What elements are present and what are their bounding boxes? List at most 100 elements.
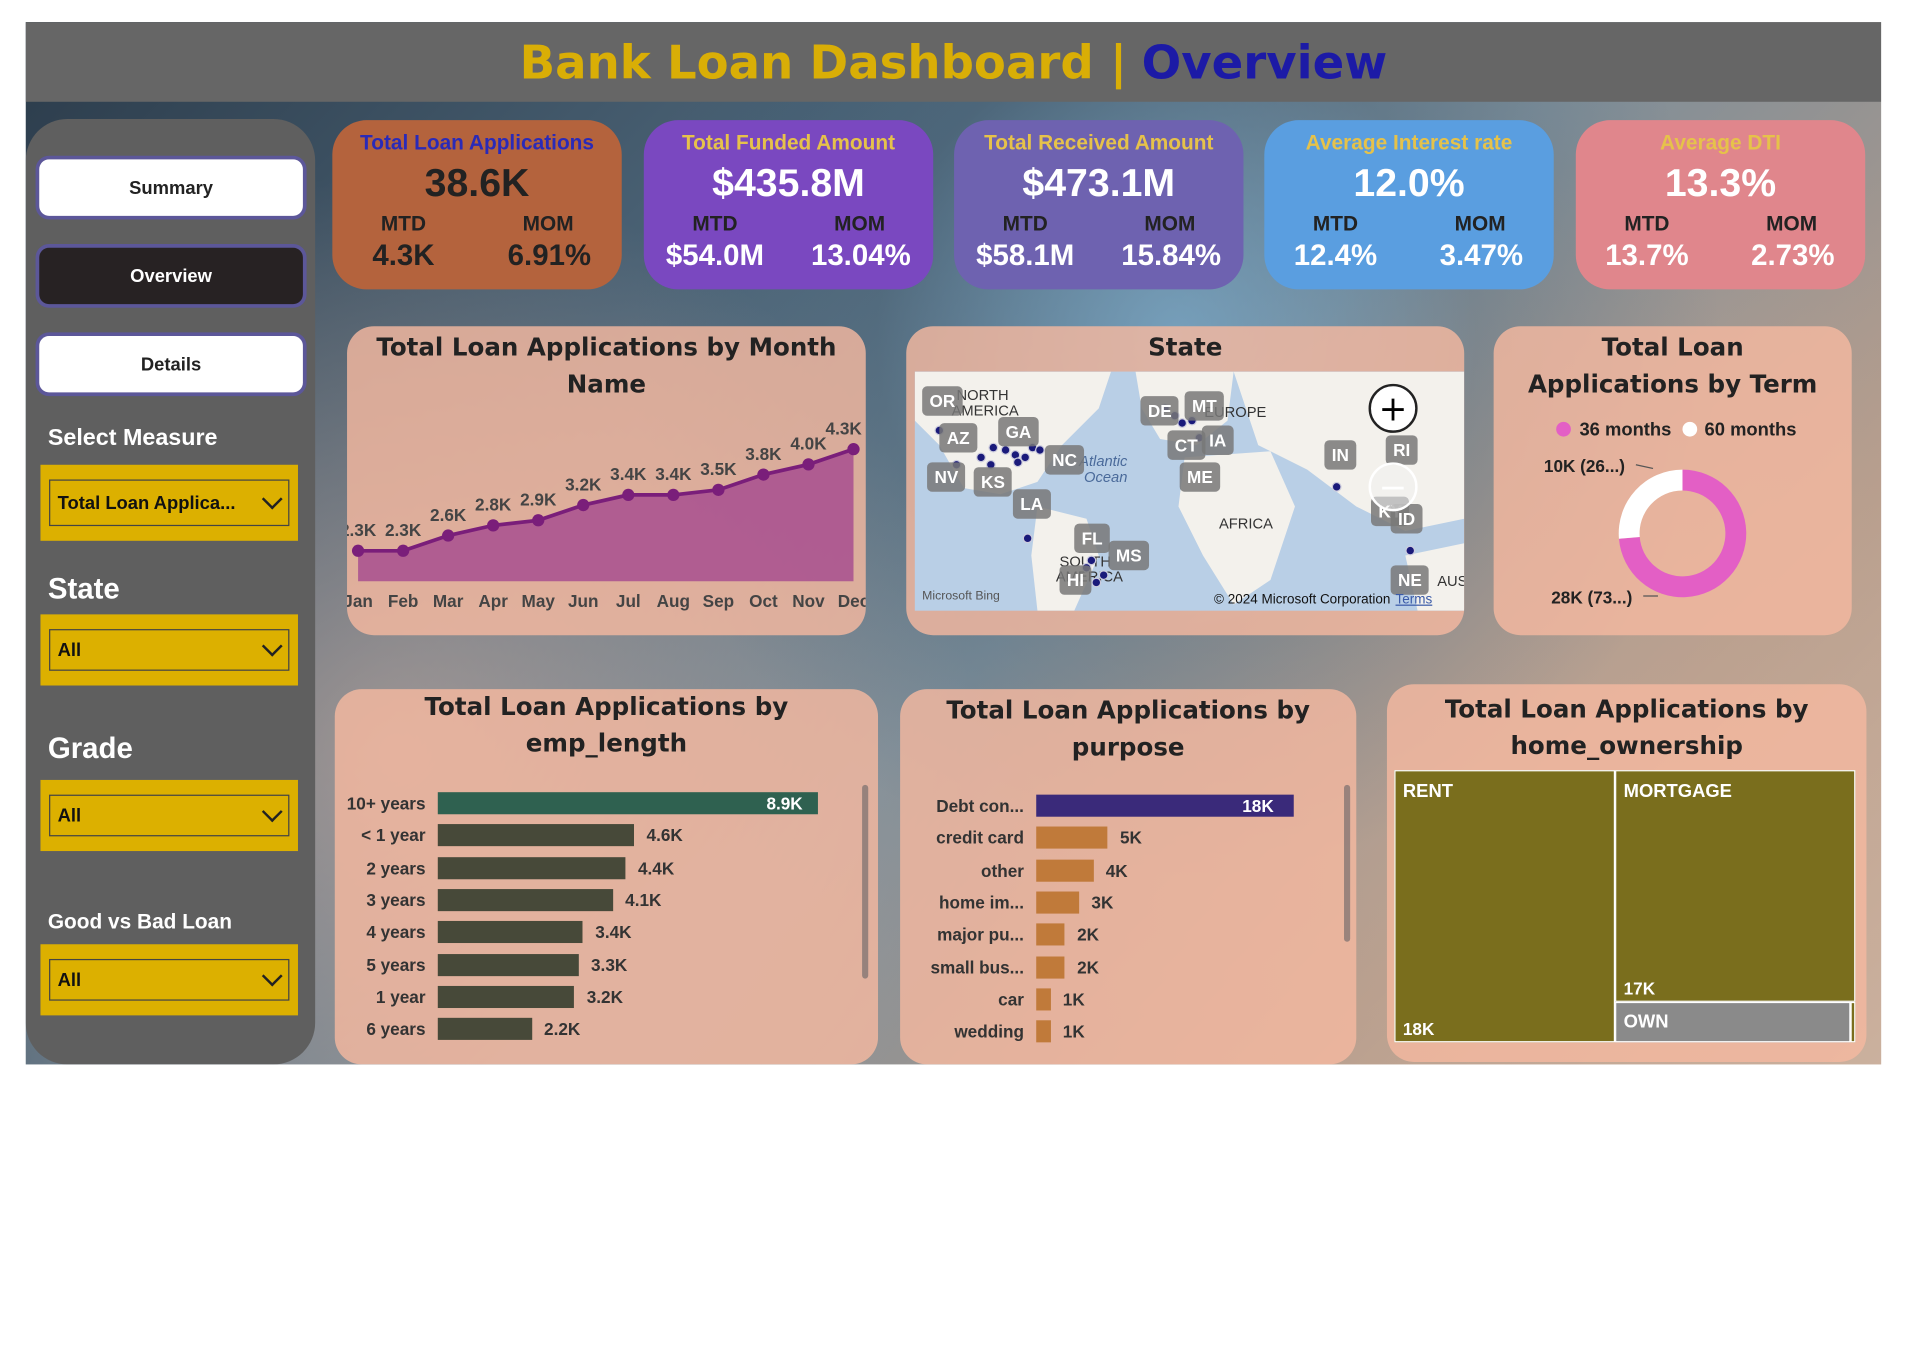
map-state-label[interactable]: OR <box>922 386 963 416</box>
map-state-marker[interactable] <box>1022 533 1033 544</box>
purpose-bar[interactable] <box>1036 891 1080 914</box>
month-point[interactable] <box>351 544 365 557</box>
month-point[interactable] <box>757 468 770 481</box>
state-dropdown[interactable]: All <box>40 614 298 686</box>
purpose-bar[interactable] <box>1036 923 1065 946</box>
emp-length-bar[interactable] <box>437 888 613 912</box>
map-state-marker[interactable] <box>976 452 986 463</box>
emp-length-bar[interactable] <box>437 985 575 1008</box>
kpi-title: Total Received Amount <box>984 131 1214 155</box>
kpi-mtd-value: 12.4% <box>1293 239 1378 273</box>
month-point[interactable] <box>396 544 410 557</box>
legend-label: 36 months <box>1579 418 1671 439</box>
month-point[interactable] <box>577 498 590 512</box>
month-point[interactable] <box>847 443 860 456</box>
month-tick-label: Sep <box>703 591 734 611</box>
treemap-cell-rent[interactable]: RENT 18K <box>1394 770 1616 1043</box>
map-state-marker[interactable] <box>1331 481 1342 492</box>
map-state-label[interactable]: NE <box>1390 565 1430 595</box>
treemap-cell-own[interactable]: OWN <box>1615 1001 1851 1043</box>
good-bad-value: All <box>57 969 82 991</box>
term-slice[interactable] <box>1618 469 1683 539</box>
map-state-marker[interactable] <box>1091 577 1102 588</box>
nav-overview-button[interactable]: Overview <box>39 247 303 305</box>
map-state-label[interactable]: AZ <box>939 423 977 453</box>
treemap-cell-mortgage[interactable]: MORTGAGE 17K <box>1615 770 1856 1002</box>
scrollbar[interactable] <box>862 784 869 979</box>
legend-label: 60 months <box>1705 418 1797 439</box>
emp-length-bar-value: 3.2K <box>586 986 623 1007</box>
map-state-label[interactable]: IN <box>1324 440 1357 470</box>
map-state-marker[interactable] <box>1012 457 1023 468</box>
emp-length-bar[interactable] <box>437 953 579 976</box>
map-state-label[interactable]: HI <box>1059 565 1092 595</box>
grade-dropdown[interactable]: All <box>40 779 298 852</box>
emp-length-chart-panel: Total Loan Applications by emp_length 10… <box>334 689 879 1065</box>
good-bad-dropdown[interactable]: All <box>40 944 298 1016</box>
month-tick-label: Jul <box>616 591 641 611</box>
emp-length-bar[interactable] <box>437 856 626 879</box>
map-state-label[interactable]: MS <box>1108 540 1150 571</box>
term-chart-panel: Total Loan Applications by Term 36 month… <box>1493 326 1852 636</box>
emp-length-bar[interactable] <box>437 1017 532 1041</box>
month-tick-label: Nov <box>792 591 825 611</box>
map-state-marker[interactable] <box>988 442 999 453</box>
map-state-label[interactable]: NC <box>1044 445 1085 475</box>
nav-summary-button[interactable]: Summary <box>39 159 303 216</box>
month-point[interactable] <box>802 458 815 471</box>
term-data-label: 10K (26...) <box>1544 456 1625 476</box>
purpose-bar[interactable] <box>1036 794 1294 817</box>
treemap-cell-other[interactable] <box>1850 1001 1856 1043</box>
month-point[interactable] <box>487 519 500 532</box>
map-state-marker[interactable] <box>1086 555 1097 566</box>
term-slice[interactable] <box>1618 469 1747 598</box>
purpose-bar[interactable] <box>1036 859 1094 882</box>
month-point[interactable] <box>622 488 635 502</box>
purpose-bar-value: 5K <box>1120 828 1142 848</box>
map-state-label[interactable]: DE <box>1140 396 1180 426</box>
map-state-label[interactable]: GA <box>998 416 1039 447</box>
map-terms-link[interactable]: Terms <box>1395 592 1433 608</box>
month-data-label: 4.0K <box>790 434 827 454</box>
purpose-bar[interactable] <box>1036 988 1051 1011</box>
map-state-marker[interactable] <box>1020 452 1031 463</box>
purpose-bar[interactable] <box>1036 1020 1051 1043</box>
emp-length-bar[interactable] <box>437 792 818 815</box>
emp-length-bar[interactable] <box>437 824 635 847</box>
map-state-label[interactable]: NV <box>927 462 966 492</box>
scrollbar[interactable] <box>1344 784 1351 942</box>
purpose-bar[interactable] <box>1036 826 1108 849</box>
map-state-label[interactable]: RI <box>1385 435 1418 465</box>
purpose-bar-value: 2K <box>1077 957 1100 977</box>
map-state-label[interactable]: ME <box>1179 462 1221 492</box>
nav-details-button[interactable]: Details <box>39 336 303 393</box>
purpose-bar[interactable] <box>1036 955 1065 978</box>
month-point[interactable] <box>442 529 455 542</box>
purpose-bar-value: 4K <box>1105 860 1128 880</box>
emp-length-bar[interactable] <box>437 921 584 944</box>
map-state-label[interactable]: KS <box>973 467 1013 497</box>
kpi-mtd-value: $58.1M <box>976 239 1075 273</box>
chevron-down-icon <box>261 965 283 987</box>
map-state-marker[interactable] <box>1034 445 1045 455</box>
map-state-label[interactable]: FL <box>1074 523 1110 554</box>
emp-length-bar-category: 4 years <box>366 922 426 943</box>
zoom-out-icon[interactable]: − <box>1368 462 1418 512</box>
map-state-marker[interactable] <box>1405 545 1416 556</box>
purpose-chart-panel: Total Loan Applications by purpose Debt … <box>900 689 1357 1065</box>
measure-dropdown[interactable]: Total Loan Applica... <box>40 464 298 541</box>
chevron-down-icon <box>261 488 283 510</box>
state-map[interactable]: NORTH AMERICA Atlantic Ocean EUROPE AFRI… <box>914 371 1465 611</box>
map-state-label[interactable]: MT <box>1184 391 1225 421</box>
state-map-title: State <box>1148 332 1223 362</box>
map-state-label[interactable]: LA <box>1012 489 1051 519</box>
month-point[interactable] <box>712 483 725 496</box>
map-state-marker[interactable] <box>1177 418 1188 428</box>
map-state-label[interactable]: IA <box>1201 425 1234 455</box>
zoom-in-icon[interactable]: + <box>1368 383 1418 433</box>
map-state-label[interactable]: CT <box>1167 430 1206 460</box>
map-state-marker[interactable] <box>1000 445 1011 455</box>
map-state-marker[interactable] <box>1098 570 1109 581</box>
month-point[interactable] <box>532 514 545 527</box>
month-point[interactable] <box>667 488 680 502</box>
